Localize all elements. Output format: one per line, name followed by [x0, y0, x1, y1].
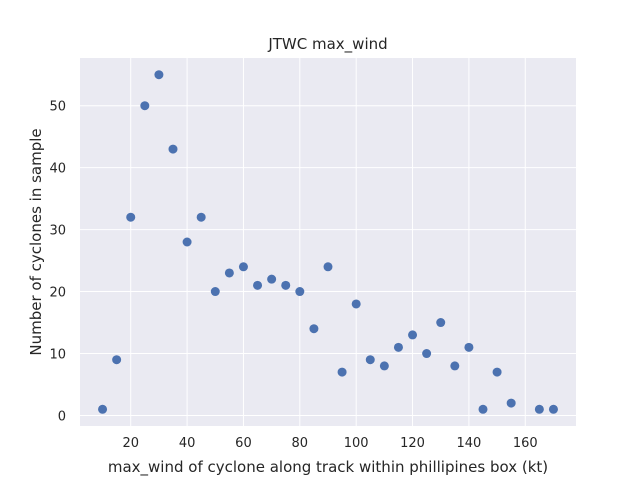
data-point — [379, 361, 389, 371]
y-axis-label: Number of cyclones in sample — [27, 128, 45, 355]
data-point — [365, 355, 375, 365]
data-point — [337, 367, 347, 377]
y-tick-label: 10 — [49, 348, 66, 363]
x-tick-label: 80 — [292, 436, 309, 451]
data-point — [534, 404, 544, 414]
x-tick-label: 140 — [456, 436, 481, 451]
x-tick-label: 160 — [513, 436, 538, 451]
grid-lines — [80, 58, 576, 426]
data-point — [323, 262, 333, 272]
data-point — [154, 70, 164, 80]
x-tick-label: 60 — [235, 436, 252, 451]
data-points — [98, 70, 558, 414]
data-point — [408, 330, 418, 340]
data-point — [253, 280, 263, 290]
x-tick-label: 120 — [400, 436, 425, 451]
data-point — [436, 318, 446, 328]
data-point — [182, 237, 192, 247]
data-point — [98, 404, 108, 414]
data-point — [238, 262, 248, 272]
plot-area — [80, 58, 576, 426]
chart-title: JTWC max_wind — [267, 35, 387, 54]
y-tick-label: 50 — [49, 100, 66, 115]
y-tick-label: 0 — [58, 409, 66, 424]
x-axis-label: max_wind of cyclone along track within p… — [108, 458, 548, 477]
data-point — [224, 268, 234, 278]
data-point — [126, 212, 136, 222]
data-point — [168, 144, 178, 154]
data-point — [267, 274, 277, 284]
x-tick-labels: 20 40 60 80 100 120 140 160 — [122, 436, 537, 451]
data-point — [506, 398, 516, 408]
data-point — [422, 349, 432, 359]
y-tick-label: 30 — [49, 224, 66, 239]
data-point — [464, 342, 474, 352]
x-tick-label: 100 — [344, 436, 369, 451]
data-point — [492, 367, 502, 377]
data-point — [478, 404, 488, 414]
data-point — [295, 287, 305, 297]
data-point — [112, 355, 122, 365]
data-point — [548, 404, 558, 414]
y-tick-label: 20 — [49, 286, 66, 301]
data-point — [309, 324, 319, 334]
x-tick-label: 20 — [122, 436, 139, 451]
x-tick-label: 40 — [179, 436, 196, 451]
y-tick-labels: 0 10 20 30 40 50 — [49, 100, 66, 425]
data-point — [140, 101, 150, 111]
data-point — [281, 280, 291, 290]
data-point — [393, 342, 403, 352]
y-tick-label: 40 — [49, 162, 66, 177]
data-point — [351, 299, 361, 309]
data-point — [196, 212, 206, 222]
data-point — [450, 361, 460, 371]
data-point — [210, 287, 220, 297]
